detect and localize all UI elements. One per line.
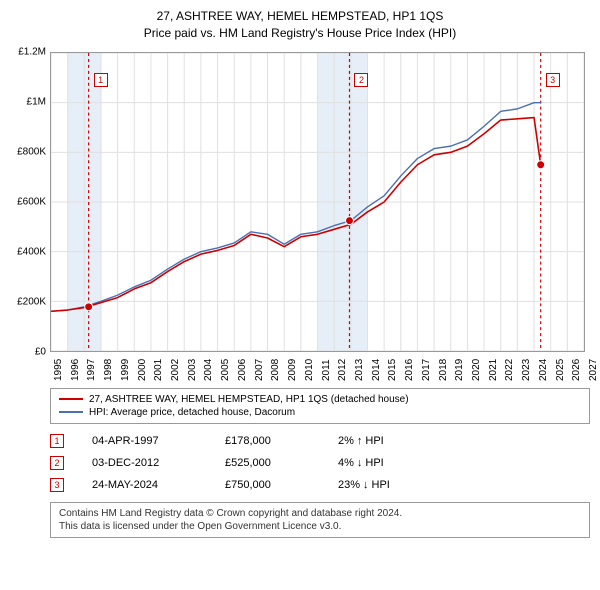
- y-tick-label: £600K: [17, 196, 46, 207]
- x-tick-label: 1997: [86, 358, 97, 380]
- y-tick-label: £200K: [17, 296, 46, 307]
- event-diff: 2%↑HPI: [338, 435, 384, 447]
- event-marker: 1: [94, 73, 108, 87]
- event-number: 1: [50, 434, 64, 448]
- plot-svg: [51, 53, 584, 351]
- footer-line-2: This data is licensed under the Open Gov…: [59, 520, 581, 533]
- event-price: £178,000: [225, 435, 310, 447]
- y-tick-label: £0: [35, 346, 46, 357]
- chart-region: £0£200K£400K£600K£800K£1M£1.2M 123 19951…: [10, 52, 590, 382]
- x-tick-label: 2006: [237, 358, 248, 380]
- arrow-up-icon: ↑: [357, 435, 363, 447]
- event-price: £525,000: [225, 457, 310, 469]
- legend-label: HPI: Average price, detached house, Daco…: [89, 407, 295, 418]
- x-tick-label: 2017: [421, 358, 432, 380]
- x-tick-label: 2014: [371, 358, 382, 380]
- x-tick-label: 2013: [354, 358, 365, 380]
- event-number: 3: [50, 478, 64, 492]
- x-tick-label: 2012: [337, 358, 348, 380]
- event-number: 2: [50, 456, 64, 470]
- events-table: 1 04-APR-1997 £178,000 2%↑HPI 2 03-DEC-2012 £5…: [50, 430, 590, 496]
- x-tick-label: 2015: [387, 358, 398, 380]
- x-tick-label: 2004: [203, 358, 214, 380]
- arrow-down-icon: ↓: [363, 479, 369, 491]
- chart-title: 27, ASHTREE WAY, HEMEL HEMPSTEAD, HP1 1Q…: [10, 8, 590, 25]
- event-row: 1 04-APR-1997 £178,000 2%↑HPI: [50, 430, 590, 452]
- x-tick-label: 2005: [220, 358, 231, 380]
- x-tick-label: 2024: [538, 358, 549, 380]
- x-tick-label: 2011: [321, 359, 332, 381]
- event-row: 2 03-DEC-2012 £525,000 4%↓HPI: [50, 452, 590, 474]
- x-tick-label: 2002: [170, 358, 181, 380]
- chart-subtitle: Price paid vs. HM Land Registry's House …: [10, 25, 590, 42]
- x-tick-label: 2027: [588, 358, 599, 380]
- legend-swatch: [59, 411, 83, 413]
- legend-swatch: [59, 398, 83, 400]
- x-tick-label: 2026: [571, 358, 582, 380]
- legend: 27, ASHTREE WAY, HEMEL HEMPSTEAD, HP1 1Q…: [50, 388, 590, 424]
- event-date: 24-MAY-2024: [92, 479, 197, 491]
- event-date: 04-APR-1997: [92, 435, 197, 447]
- legend-label: 27, ASHTREE WAY, HEMEL HEMPSTEAD, HP1 1Q…: [89, 394, 409, 405]
- footer-line-1: Contains HM Land Registry data © Crown c…: [59, 507, 581, 520]
- x-tick-label: 2007: [254, 358, 265, 380]
- event-row: 3 24-MAY-2024 £750,000 23%↓HPI: [50, 474, 590, 496]
- plot-area: 1 2 3: [50, 52, 585, 352]
- event-price: £750,000: [225, 479, 310, 491]
- y-axis: £0£200K£400K£600K£800K£1M£1.2M: [10, 52, 50, 352]
- arrow-down-icon: ↓: [357, 457, 363, 469]
- y-tick-label: £800K: [17, 146, 46, 157]
- x-tick-label: 2025: [555, 358, 566, 380]
- x-tick-label: 1998: [103, 358, 114, 380]
- event-diff: 4%↓HPI: [338, 457, 384, 469]
- x-tick-label: 2016: [404, 358, 415, 380]
- x-tick-label: 2010: [304, 358, 315, 380]
- x-tick-label: 2001: [153, 358, 164, 380]
- event-marker: 3: [546, 73, 560, 87]
- x-tick-label: 1995: [53, 358, 64, 380]
- x-tick-label: 2020: [471, 358, 482, 380]
- x-tick-label: 2003: [187, 358, 198, 380]
- x-axis: 1995 1996 1997 1998 1999 2000 2001 2002 2003 2004…: [50, 352, 585, 382]
- x-tick-label: 2021: [488, 358, 499, 380]
- x-tick-label: 2018: [438, 358, 449, 380]
- x-tick-label: 2009: [287, 358, 298, 380]
- legend-row: 27, ASHTREE WAY, HEMEL HEMPSTEAD, HP1 1Q…: [59, 393, 581, 406]
- y-tick-label: £400K: [17, 246, 46, 257]
- x-tick-label: 2000: [137, 358, 148, 380]
- event-date: 03-DEC-2012: [92, 457, 197, 469]
- y-tick-label: £1.2M: [18, 46, 46, 57]
- legend-row: HPI: Average price, detached house, Daco…: [59, 406, 581, 419]
- chart-container: 27, ASHTREE WAY, HEMEL HEMPSTEAD, HP1 1Q…: [0, 0, 600, 590]
- x-tick-label: 1996: [70, 358, 81, 380]
- event-diff: 23%↓HPI: [338, 479, 390, 491]
- x-tick-label: 2019: [454, 358, 465, 380]
- y-tick-label: £1M: [27, 96, 46, 107]
- x-tick-label: 2023: [521, 358, 532, 380]
- x-tick-label: 1999: [120, 358, 131, 380]
- x-tick-label: 2022: [504, 358, 515, 380]
- footer-note: Contains HM Land Registry data © Crown c…: [50, 502, 590, 538]
- x-tick-label: 2008: [270, 358, 281, 380]
- event-marker: 2: [354, 73, 368, 87]
